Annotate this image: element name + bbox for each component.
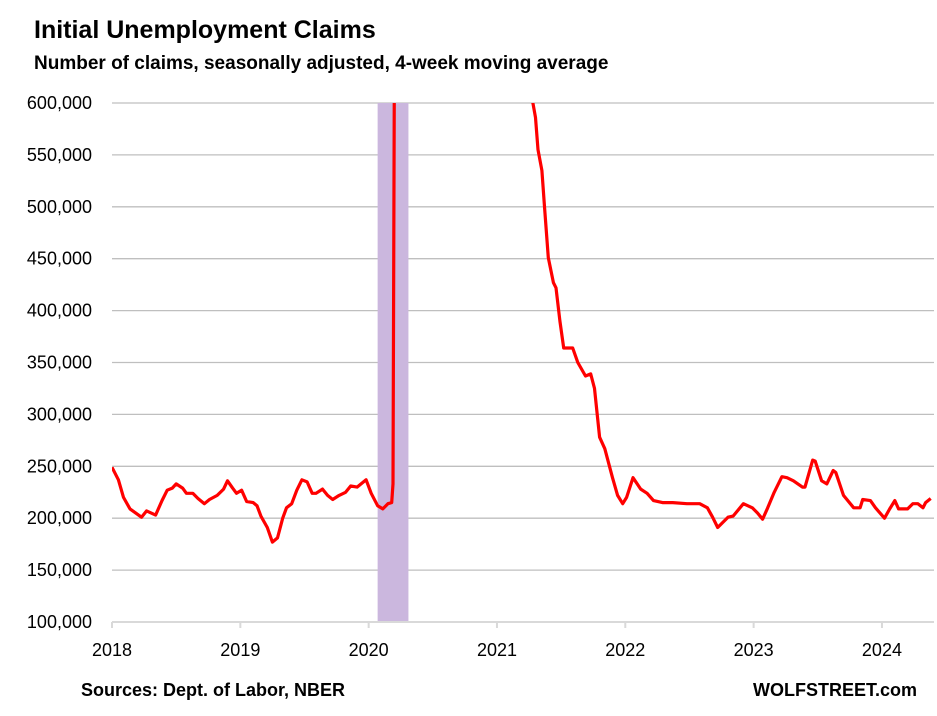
y-tick-label: 500,000 (27, 197, 92, 217)
y-tick-label: 350,000 (27, 353, 92, 373)
x-tick-label: 2024 (862, 640, 902, 660)
y-tick-label: 550,000 (27, 145, 92, 165)
brand-label: WOLFSTREET.com (752, 680, 917, 700)
y-tick-label: 300,000 (27, 404, 92, 424)
y-tick-label: 250,000 (27, 456, 92, 476)
y-tick-label: 150,000 (27, 560, 92, 580)
y-tick-label: 100,000 (27, 612, 92, 632)
x-tick-label: 2023 (734, 640, 774, 660)
x-tick-label: 2021 (477, 640, 517, 660)
chart-title: Initial Unemployment Claims (34, 16, 376, 44)
x-tick-label: 2018 (92, 640, 132, 660)
y-tick-label: 600,000 (27, 93, 92, 113)
y-tick-label: 200,000 (27, 508, 92, 528)
x-tick-label: 2019 (220, 640, 260, 660)
y-tick-label: 450,000 (27, 249, 92, 269)
y-tick-label: 400,000 (27, 301, 92, 321)
x-tick-label: 2020 (349, 640, 389, 660)
x-tick-label: 2022 (605, 640, 645, 660)
chart-subtitle: Number of claims, seasonally adjusted, 4… (34, 53, 609, 74)
series-line (112, 103, 932, 544)
sources-note: Sources: Dept. of Labor, NBER (81, 680, 346, 700)
